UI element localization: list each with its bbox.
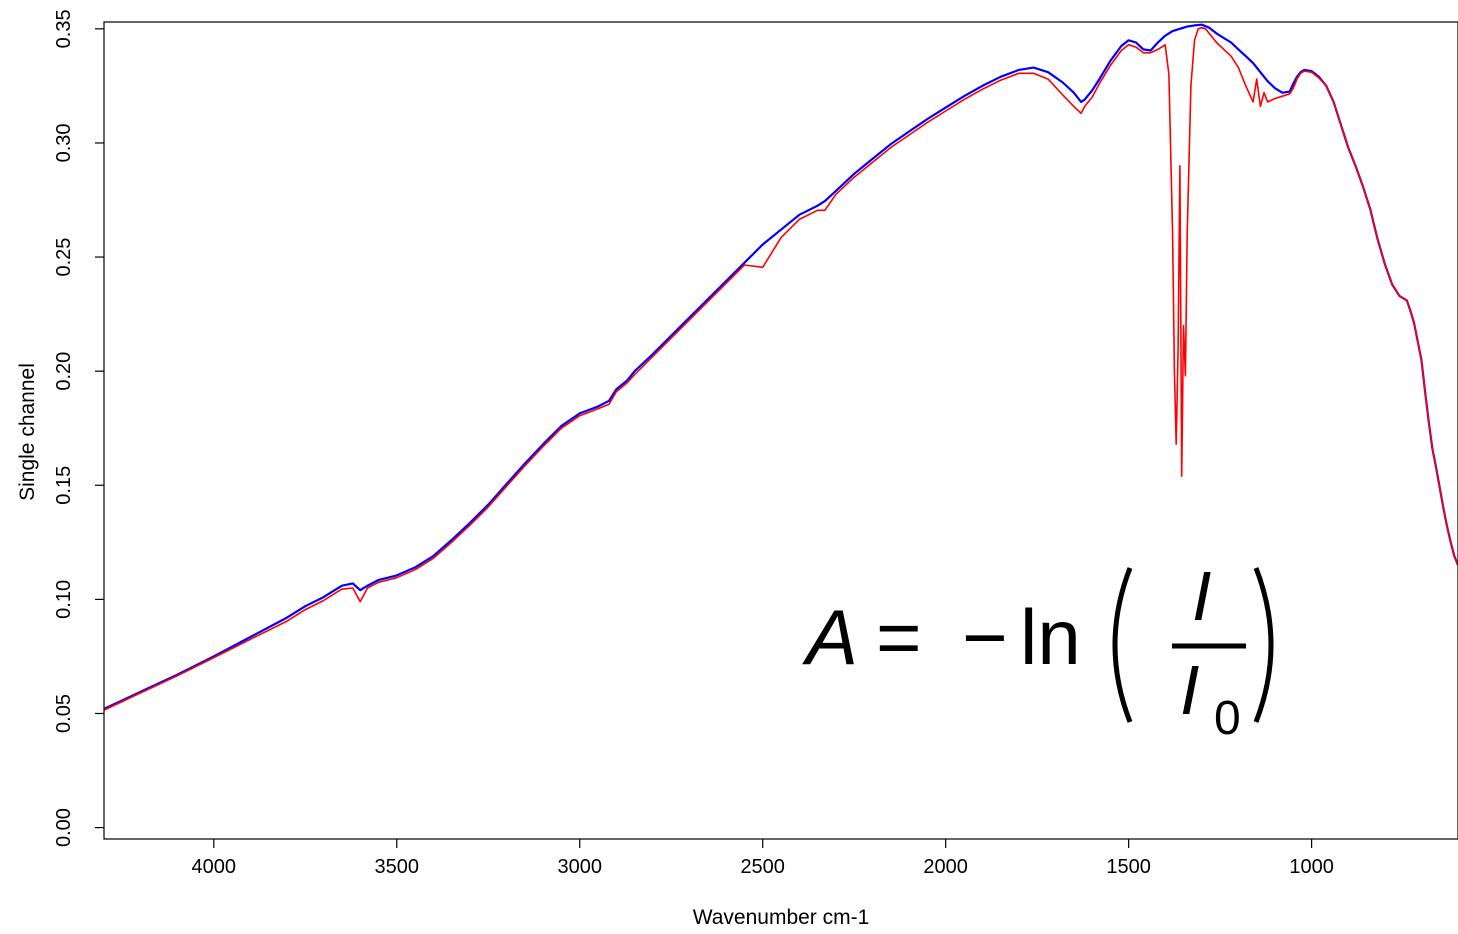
y-tick-label: 0.15	[53, 466, 75, 505]
y-tick-label: 0.30	[53, 123, 75, 162]
formula-minus: −	[962, 593, 1008, 681]
x-tick-label: 3000	[557, 856, 602, 878]
x-tick-label: 2000	[923, 856, 968, 878]
y-tick-label: 0.05	[53, 694, 75, 733]
x-tick-label: 4000	[192, 856, 237, 878]
x-tick-label: 1000	[1289, 856, 1334, 878]
x-axis-title: Wavenumber cm-1	[693, 906, 870, 929]
y-tick-label: 0.35	[53, 9, 75, 48]
y-tick-label: 0.00	[53, 808, 75, 847]
x-tick-label: 1500	[1106, 856, 1151, 878]
formula-ln: ln	[1020, 593, 1081, 681]
x-tick-label: 3500	[375, 856, 420, 878]
formula-subscript: 0	[1214, 692, 1241, 745]
formula-denominator: I	[1180, 651, 1199, 729]
formula-numerator: I	[1192, 557, 1211, 635]
y-tick-label: 0.25	[53, 238, 75, 277]
x-tick-label: 2500	[740, 856, 785, 878]
y-tick-label: 0.20	[53, 352, 75, 391]
formula-equals: =	[876, 593, 922, 681]
formula-lhs: A	[802, 593, 858, 681]
y-axis-title: Single channel	[16, 363, 39, 501]
y-tick-label: 0.10	[53, 580, 75, 619]
